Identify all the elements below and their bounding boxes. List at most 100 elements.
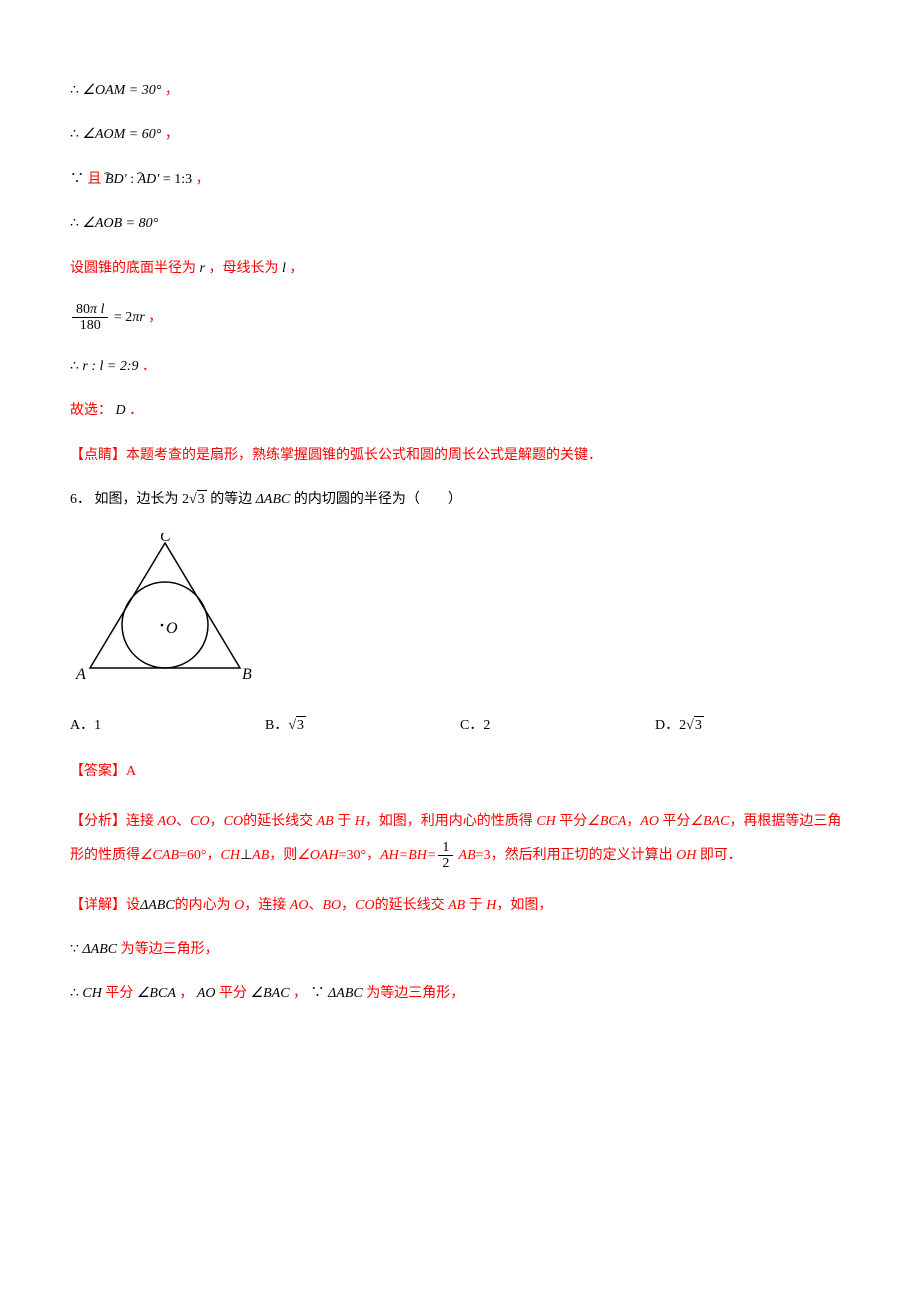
option-d: D．23 [655,715,850,737]
t: ，连接 [244,898,290,913]
opt-value: 1 [94,718,101,733]
v: ∠OAH [297,848,338,863]
because-symbol: ∵ [311,986,325,1001]
t: ， [626,814,640,829]
v: CO [190,814,209,829]
ratio: = 1:3 [163,172,192,187]
v: AB [448,898,465,913]
therefore-symbol: ∴ [70,216,79,231]
text: 且 [88,172,102,187]
v: CH [536,814,555,829]
triangle-abc: ΔABC [328,986,363,1001]
therefore-symbol: ∴ [70,83,79,98]
v: CH [221,848,240,863]
period: ． [129,403,143,418]
v: ∠BAC [251,986,290,1001]
v: AO [158,814,177,829]
v: AO [640,814,659,829]
triangle-abc: ΔABC [256,492,291,507]
label-o: O [166,620,178,637]
arc-mark: ⌢ [103,165,110,183]
sqrt: 3 [189,490,207,507]
v: CO [355,898,374,913]
text: 的内切圆的半径为（ ） [294,492,462,507]
step-line: ∴ CH 平分 ∠BCA ， AO 平分 ∠BAC ， ∵ ΔABC 为等边三角… [70,983,850,1005]
t: 的内心为 [175,898,235,913]
sqrt: 3 [686,716,704,733]
opt-value: 2 [483,718,490,733]
t: 设 [126,898,140,913]
t: 、 [308,898,322,913]
t: 为等边三角形， [366,986,464,1001]
t: 平分 [556,814,588,829]
t: ，如图，利用内心的性质得 [365,814,537,829]
answer-letter: D [116,403,126,418]
equation-line: 80π l 180 = 2πr ， [70,302,850,334]
frac-num-pil: π l [90,302,104,317]
text: 为等边三角形， [121,942,219,957]
text: 的等边 [210,492,252,507]
step-line: ∴ ∠AOM = 60° ， [70,124,850,146]
t: 于 [465,898,486,913]
t: 于 [334,814,355,829]
v: O [234,898,244,913]
section-tag: 【详解】 [70,898,126,913]
v: H [486,898,496,913]
frac-num-80: 80 [76,302,90,317]
therefore-symbol: ∴ [70,986,79,1001]
step-line: 设圆锥的底面半径为 r ，母线长为 l ， [70,258,850,280]
v: ∠BCA [587,814,626,829]
options-row: A．1 B．3 C．2 D．23 [70,715,850,737]
t: 的延长线交 [375,898,449,913]
opt-label: D． [655,718,679,733]
v: AB [317,814,334,829]
v: AB [455,848,475,863]
step-line: ∵ ΔABC 为等边三角形， [70,939,850,961]
sqrt: 3 [288,716,306,733]
math-expr: ∠AOM = 60° [82,127,161,142]
fraction-half: 12 [438,840,453,872]
v: ∠BCA [137,986,176,1001]
v: ΔABC [140,898,175,913]
t: 即可． [696,848,742,863]
period: ． [142,359,156,374]
t: ， [179,986,193,1001]
t: =30°， [339,848,381,863]
math-expr: r : l = 2:9 [82,359,138,374]
triangle-inscribed-circle-figure: C A B O [70,533,850,696]
arc-mark: ⌢ [136,165,143,183]
section-tag: 【答案】 [70,764,126,779]
triangle-abc: ΔABC [82,942,117,957]
t: =60°， [179,848,221,863]
center-point [161,624,164,627]
t: ，则 [269,848,297,863]
var-l: l [282,261,286,276]
dianjing-line: 【点睛】本题考查的是扇形，熟练掌握圆锥的弧长公式和圆的周长公式是解题的关键． [70,445,850,467]
comma: ， [148,310,162,325]
v: AO [197,986,216,1001]
q-number: 6． [70,492,91,507]
option-c: C．2 [460,715,655,737]
t: 平分 [105,986,133,1001]
text: 如图，边长为 [95,492,179,507]
t: 连接 [126,814,158,829]
v: CH [82,986,101,1001]
option-a: A．1 [70,715,265,737]
label-c: C [160,533,171,545]
triangle [90,543,240,668]
label-b: B [242,666,252,683]
step-line: ∴ ∠OAM = 30° ， [70,80,850,102]
answer-value: A [126,764,136,779]
fraction: 80π l 180 [72,302,108,334]
t: ，如图， [496,898,552,913]
answer-line: 故选： D ． [70,400,850,422]
v: CO [224,814,243,829]
text: 故选： [70,403,112,418]
comma: ， [165,127,179,142]
text: 本题考查的是扇形，熟练掌握圆锥的弧长公式和圆的周长公式是解题的关键． [126,448,602,463]
v: OH [676,848,696,863]
t: ， [210,814,224,829]
t: =3，然后利用正切的定义计算出 [476,848,676,863]
equals-2: = 2 [114,310,132,325]
step-line: ∴ r : l = 2:9 ． [70,356,850,378]
